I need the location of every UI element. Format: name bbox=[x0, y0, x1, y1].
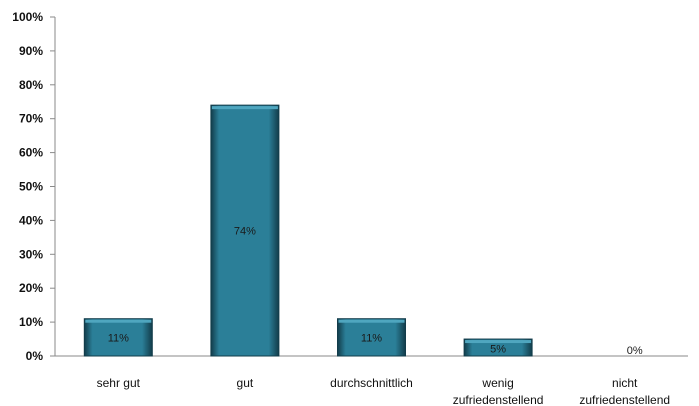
x-category-label: nicht bbox=[612, 376, 638, 390]
x-category-label: zufriedenstellend bbox=[579, 393, 670, 406]
y-tick-label: 80% bbox=[19, 78, 43, 92]
x-category-label: wenig bbox=[481, 376, 513, 390]
y-tick-label: 0% bbox=[26, 349, 44, 363]
y-tick-label: 20% bbox=[19, 281, 43, 295]
y-tick-label: 40% bbox=[19, 213, 43, 227]
bar-top-highlight bbox=[338, 319, 405, 323]
bar-top-highlight bbox=[85, 319, 152, 323]
bar-top-highlight bbox=[465, 340, 532, 344]
y-tick-label: 70% bbox=[19, 112, 43, 126]
x-category-label: durchschnittlich bbox=[330, 376, 413, 390]
data-label: 11% bbox=[361, 332, 382, 344]
x-category-label: gut bbox=[237, 376, 254, 390]
data-label: 74% bbox=[234, 226, 256, 238]
y-tick-label: 50% bbox=[19, 180, 43, 194]
x-category-label: sehr gut bbox=[97, 376, 141, 390]
y-tick-label: 100% bbox=[12, 10, 43, 24]
bar bbox=[463, 338, 533, 357]
y-tick-label: 30% bbox=[19, 247, 43, 261]
x-category-label: zufriedenstellend bbox=[453, 393, 544, 406]
bar bbox=[210, 104, 280, 357]
data-label: 0% bbox=[627, 345, 643, 357]
y-tick-label: 90% bbox=[19, 44, 43, 58]
data-label: 11% bbox=[108, 332, 129, 344]
bar-top-highlight bbox=[211, 106, 278, 110]
data-label: 5% bbox=[490, 344, 506, 356]
bar bbox=[83, 318, 153, 357]
bar bbox=[337, 318, 406, 357]
y-tick-label: 60% bbox=[19, 146, 43, 160]
y-tick-label: 10% bbox=[19, 315, 43, 329]
